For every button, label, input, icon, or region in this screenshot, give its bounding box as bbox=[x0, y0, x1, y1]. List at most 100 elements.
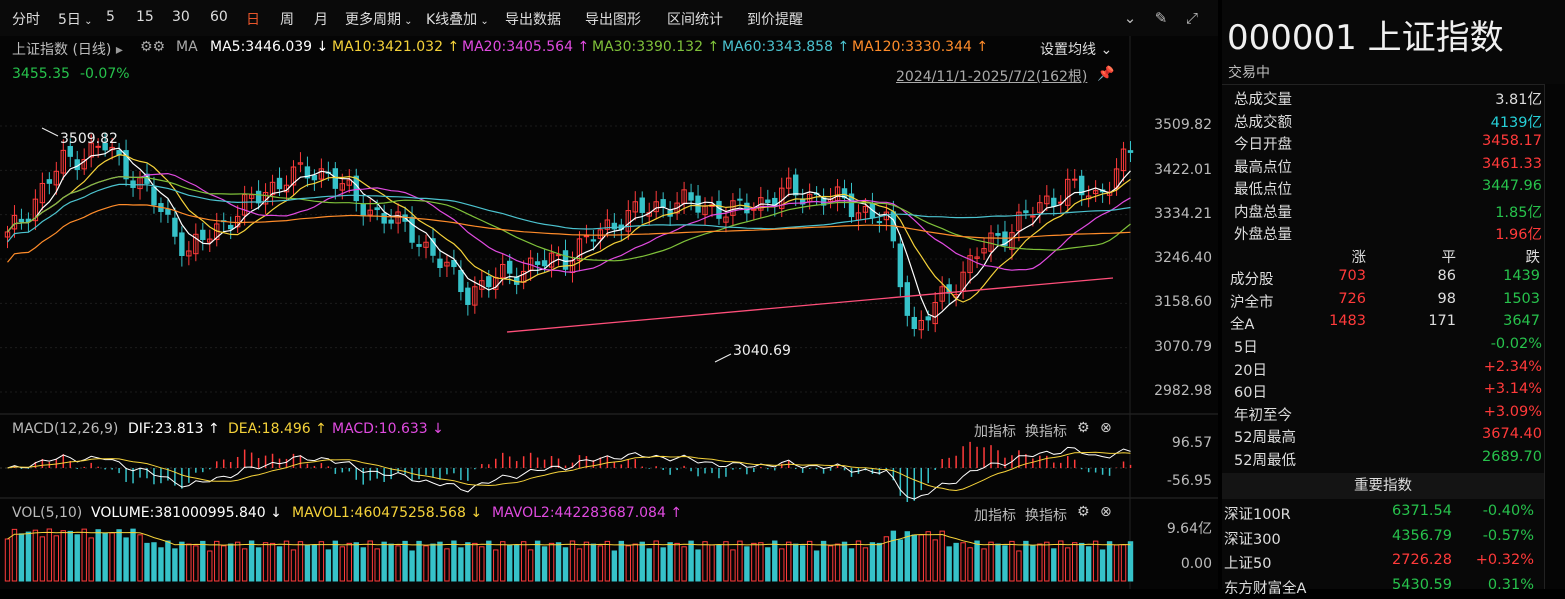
volume-bar bbox=[67, 530, 73, 582]
candle-body bbox=[88, 142, 94, 158]
brush-icon[interactable]: ✎ bbox=[1154, 9, 1168, 27]
gear-icon[interactable]: ⚙⚙ bbox=[140, 39, 166, 55]
period-15min[interactable]: 15 bbox=[136, 9, 154, 25]
ma-label: MA bbox=[176, 39, 198, 55]
candle-body bbox=[165, 209, 171, 215]
candle-body bbox=[723, 216, 729, 223]
period-label: 52周最低 bbox=[1234, 452, 1296, 469]
candle-body bbox=[974, 256, 980, 259]
volume-bar bbox=[862, 547, 869, 582]
stat-label: 最低点位 bbox=[1234, 182, 1292, 198]
volume-bar bbox=[765, 547, 771, 582]
stat-value: 3458.17 bbox=[1482, 133, 1542, 149]
volume-bar bbox=[388, 543, 394, 582]
index-row[interactable]: 东方财富全A 5430.59 0.31% bbox=[1222, 577, 1544, 599]
chart-area[interactable]: 上证指数 (日线) ▸ ⚙⚙ MA MA5:3446.039 ↓ MA10:34… bbox=[0, 36, 1218, 589]
volume-bar bbox=[430, 543, 436, 582]
volume-bar bbox=[792, 543, 799, 582]
volume-bar bbox=[130, 528, 136, 582]
candle-body bbox=[172, 217, 178, 237]
switch-indicator-button[interactable]: 换指标 bbox=[1025, 424, 1067, 440]
index-price: 4356.79 bbox=[1392, 527, 1452, 544]
volume-bar bbox=[723, 541, 729, 582]
volume-bar bbox=[632, 543, 638, 582]
ma30-value: MA30:3390.132 ↑ bbox=[592, 39, 720, 55]
period-value: +3.14% bbox=[1483, 381, 1542, 397]
period-5min[interactable]: 5 bbox=[106, 9, 115, 25]
period-monthly[interactable]: 月 bbox=[314, 12, 328, 28]
add-indicator-button[interactable]: 加指标 bbox=[974, 508, 1016, 524]
expand-icon[interactable]: ⤢ bbox=[1185, 9, 1198, 27]
candle-body bbox=[25, 218, 32, 223]
period-value: +2.34% bbox=[1483, 358, 1542, 375]
ma-settings-button[interactable]: 设置均线 ⌄ bbox=[1040, 42, 1113, 58]
index-row[interactable]: 上证50 2726.28 +0.32% bbox=[1222, 552, 1544, 574]
volume-bar bbox=[500, 541, 506, 582]
last-change: -0.07% bbox=[80, 66, 130, 82]
chevron-circle-icon[interactable]: ⌄ bbox=[1123, 9, 1137, 27]
flat-count: 86 bbox=[1437, 268, 1456, 284]
flat-count: 171 bbox=[1428, 313, 1456, 329]
export-image-button[interactable]: 导出图形 bbox=[585, 12, 641, 28]
vol-title: VOL(5,10) bbox=[12, 505, 83, 521]
switch-indicator-button[interactable]: 换指标 bbox=[1025, 508, 1067, 524]
candle-body bbox=[304, 166, 311, 179]
candle-body bbox=[500, 263, 506, 279]
candle-body bbox=[472, 286, 478, 306]
volume-bar bbox=[625, 545, 631, 582]
volume-bar bbox=[758, 542, 764, 582]
close-icon[interactable]: ⊗ bbox=[1100, 504, 1112, 520]
candle-body bbox=[1051, 197, 1057, 207]
volume-bar bbox=[269, 542, 276, 582]
volume-bar bbox=[360, 547, 366, 582]
candle-body bbox=[95, 145, 101, 148]
volume-bar bbox=[883, 536, 890, 582]
kline-overlay-button[interactable]: K线叠加 ⌄ bbox=[426, 12, 489, 28]
volume-bar bbox=[416, 540, 422, 582]
candle-body bbox=[848, 193, 855, 218]
kline-chart[interactable] bbox=[0, 36, 1218, 589]
period-30min[interactable]: 30 bbox=[172, 9, 190, 25]
candle-body bbox=[360, 203, 366, 217]
chevron-down-icon: ⌄ bbox=[477, 16, 489, 27]
volume-bar bbox=[744, 546, 750, 582]
candle-body bbox=[46, 179, 53, 184]
volume-bar bbox=[855, 540, 862, 582]
period-daily[interactable]: 日 bbox=[246, 12, 260, 28]
volume-bar bbox=[918, 534, 924, 582]
range-stats-button[interactable]: 区间统计 bbox=[667, 12, 723, 28]
candle-body bbox=[967, 255, 973, 274]
index-row[interactable]: 深证300 4356.79 -0.57% bbox=[1222, 528, 1544, 550]
export-data-button[interactable]: 导出数据 bbox=[505, 12, 561, 28]
period-intraday[interactable]: 分时 bbox=[12, 12, 40, 28]
volume-bar bbox=[716, 544, 722, 582]
period-weekly[interactable]: 周 bbox=[280, 12, 294, 28]
volume-bar bbox=[806, 540, 813, 582]
volume-bar bbox=[611, 550, 618, 582]
volume-bar bbox=[960, 542, 966, 582]
gear-icon[interactable]: ⚙ bbox=[1077, 420, 1090, 436]
candle-body bbox=[276, 177, 283, 190]
candle-body bbox=[1044, 195, 1050, 205]
price-alert-button[interactable]: 到价提醒 bbox=[747, 12, 803, 28]
candle-body bbox=[458, 269, 464, 293]
gear-icon[interactable]: ⚙ bbox=[1077, 504, 1090, 520]
index-row[interactable]: 深证100R 6371.54 -0.40% bbox=[1222, 503, 1544, 525]
volume-bar bbox=[374, 548, 380, 582]
pin-icon[interactable]: 📌 bbox=[1097, 66, 1115, 82]
more-periods-button[interactable]: 更多周期 ⌄ bbox=[345, 12, 413, 28]
chevron-down-icon: ⌄ bbox=[80, 16, 93, 27]
index-price: 5430.59 bbox=[1392, 576, 1452, 593]
volume-bar bbox=[507, 544, 513, 582]
volume-bar bbox=[981, 548, 987, 582]
period-5day[interactable]: 5日 ⌄ bbox=[58, 12, 93, 28]
candle-body bbox=[290, 166, 297, 186]
period-label: 年初至今 bbox=[1234, 407, 1292, 424]
volume-bar bbox=[1078, 542, 1085, 582]
add-indicator-button[interactable]: 加指标 bbox=[974, 424, 1016, 440]
period-60min[interactable]: 60 bbox=[210, 9, 228, 25]
volume-bar bbox=[81, 528, 87, 582]
candle-body bbox=[179, 232, 185, 256]
close-icon[interactable]: ⊗ bbox=[1100, 420, 1112, 436]
macd-title: MACD(12,26,9) bbox=[12, 421, 119, 437]
